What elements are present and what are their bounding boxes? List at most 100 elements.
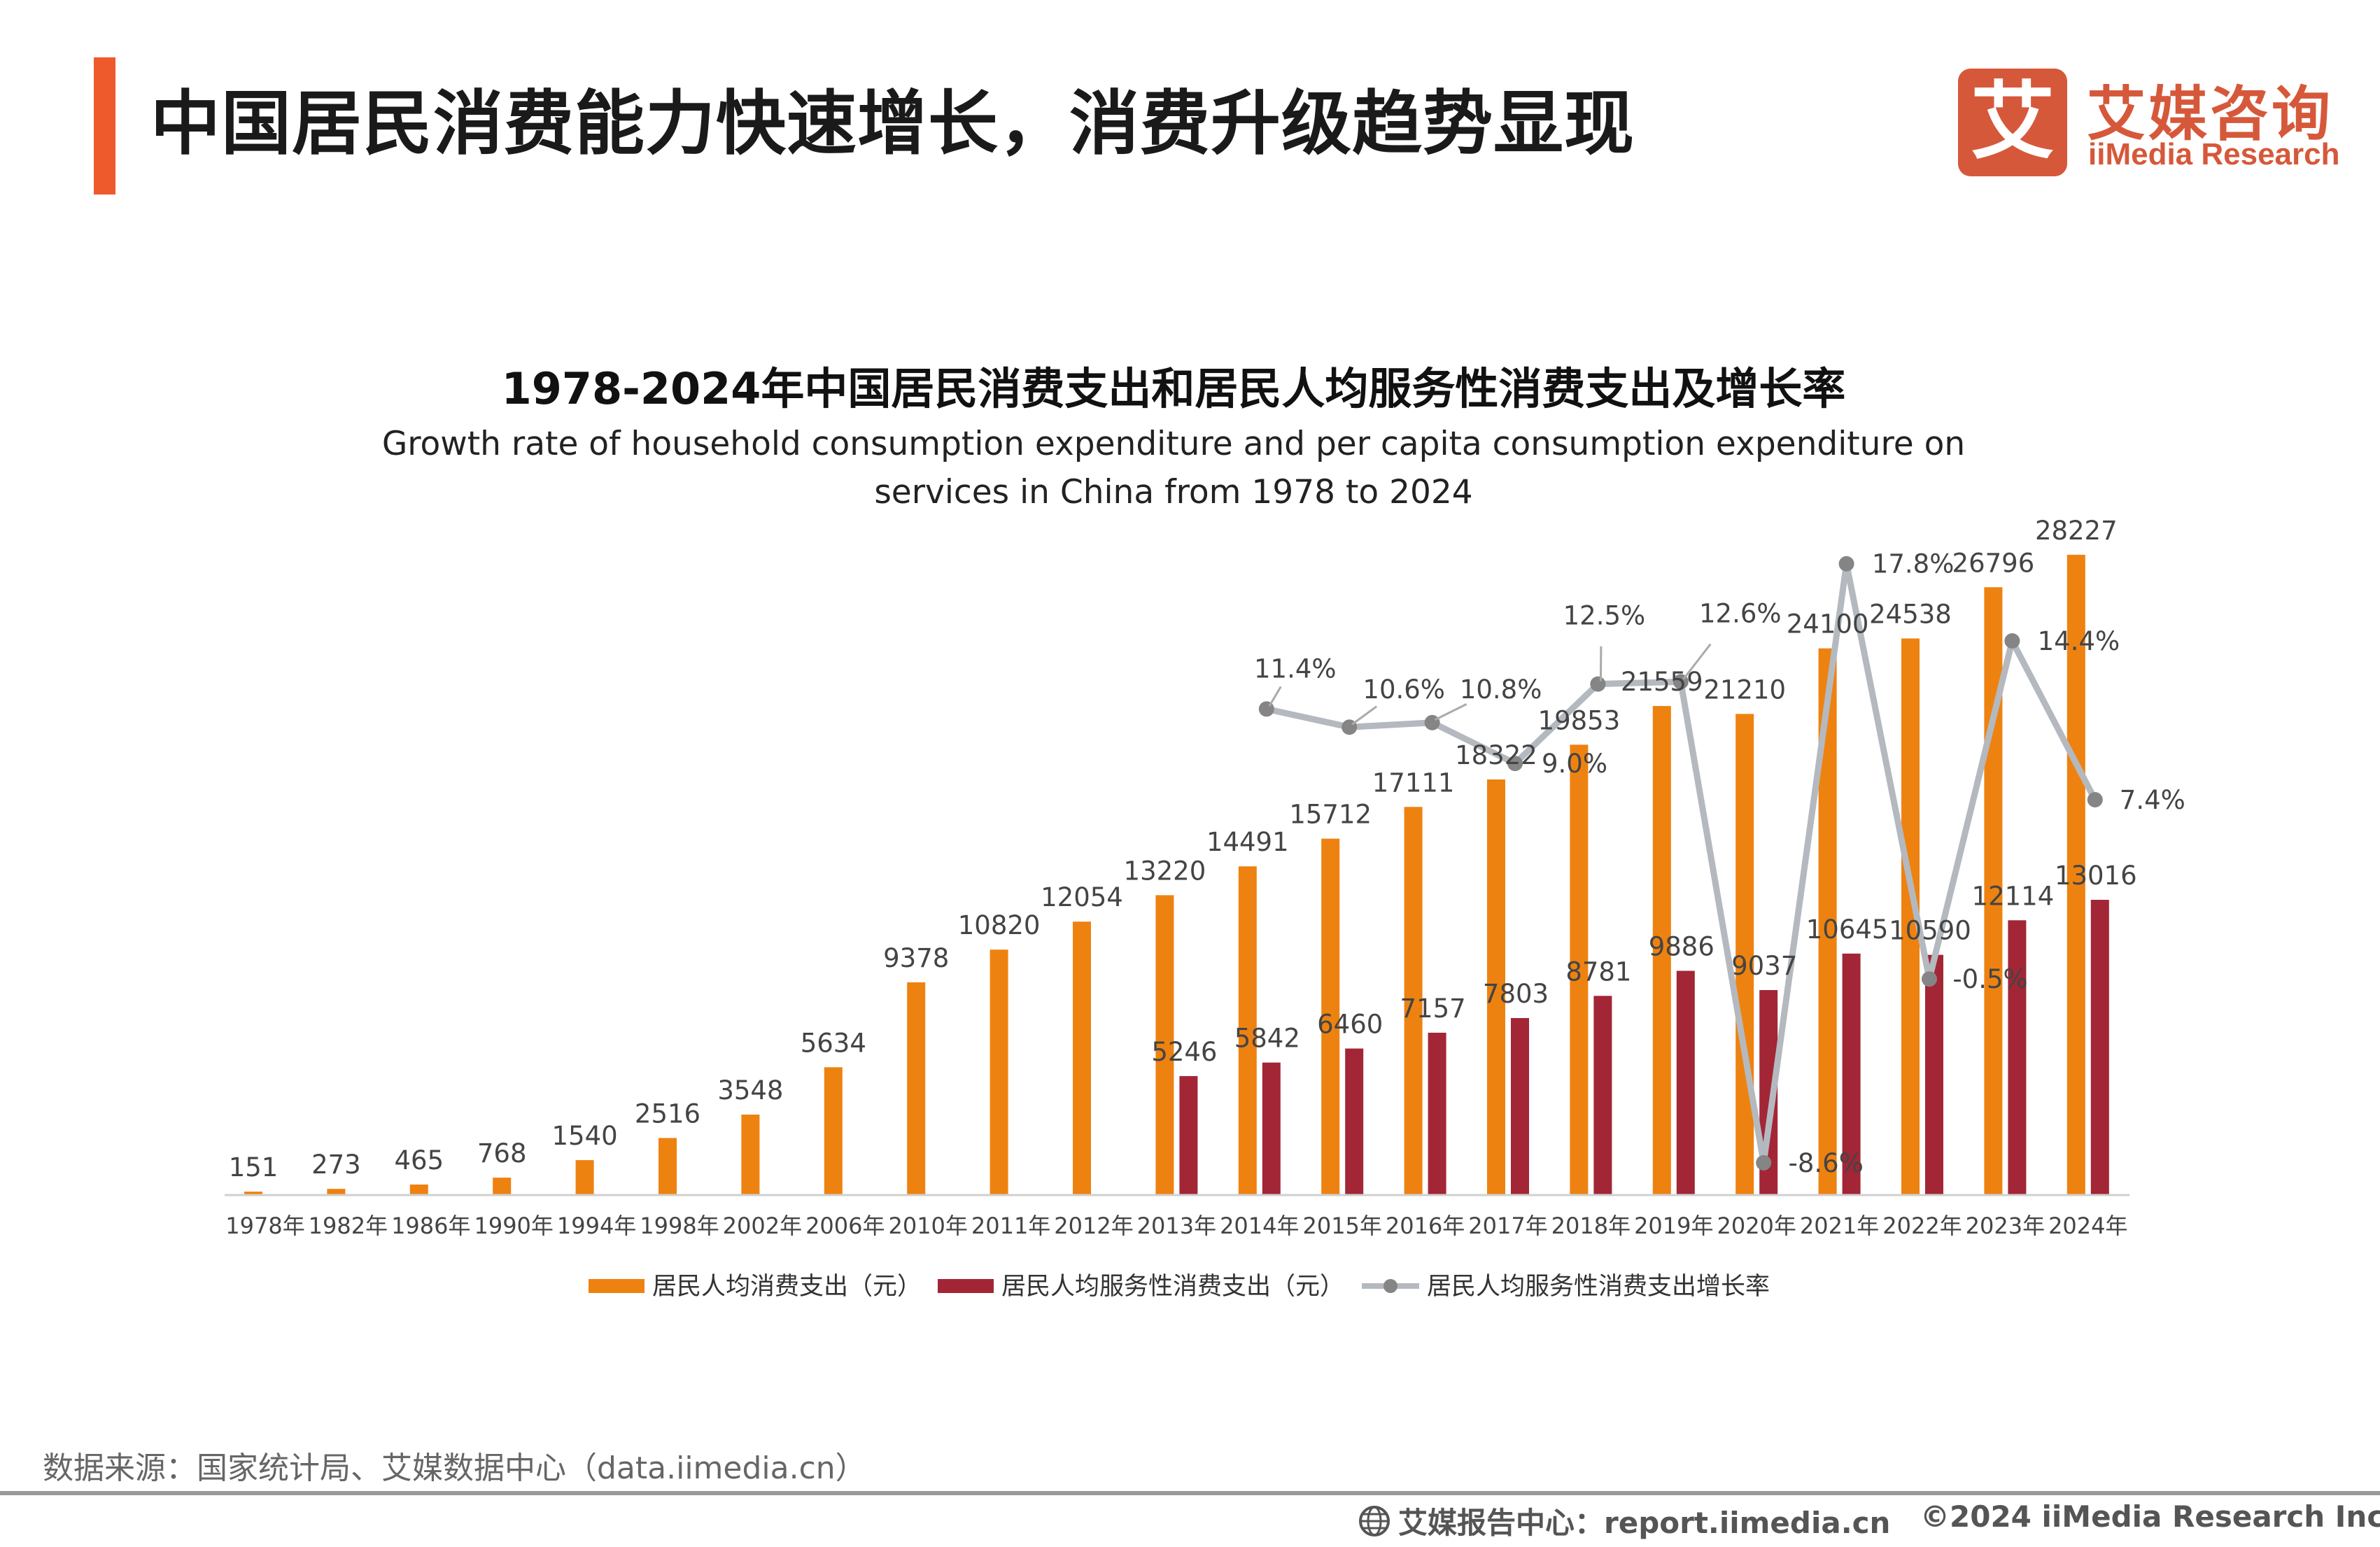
growth-marker xyxy=(2087,792,2103,808)
data-label-consumption: 19853 xyxy=(1538,705,1621,735)
growth-marker xyxy=(1424,714,1440,730)
iimedia-logo: 艾 艾媒咨询 iiMedia Research xyxy=(1958,67,2350,179)
data-label-consumption: 3548 xyxy=(717,1075,783,1105)
bar-services xyxy=(1511,1018,1529,1195)
bar-consumption xyxy=(244,1192,262,1195)
bar-consumption xyxy=(1404,807,1423,1195)
legend-swatch-consumption xyxy=(589,1279,645,1293)
legend-swatch-growth-marker xyxy=(1383,1279,1397,1293)
x-tick-label: 2023年 xyxy=(1966,1213,2045,1239)
bar-consumption xyxy=(1652,706,1671,1195)
data-label-services: 7157 xyxy=(1400,994,1466,1024)
growth-leader-line xyxy=(1351,705,1378,726)
data-label-consumption: 10820 xyxy=(958,910,1041,940)
data-label-consumption: 1540 xyxy=(552,1121,618,1151)
chart-subtitle-line-1: Growth rate of household consumption exp… xyxy=(382,425,1965,463)
globe-icon xyxy=(1359,1505,1390,1537)
data-label-consumption: 24100 xyxy=(1787,609,1869,640)
data-label-growth: 10.8% xyxy=(1460,674,1542,705)
data-label-growth: 11.4% xyxy=(1254,654,1337,684)
x-tick-label: 2002年 xyxy=(723,1213,802,1239)
logo-name-en: iiMedia Research xyxy=(2088,137,2340,171)
bar-consumption xyxy=(1570,744,1589,1195)
data-label-growth: 12.6% xyxy=(1699,598,1782,628)
bar-consumption xyxy=(409,1184,428,1195)
growth-leader-line xyxy=(1268,686,1282,707)
data-label-consumption: 5634 xyxy=(801,1028,866,1058)
data-label-consumption: 273 xyxy=(311,1150,361,1180)
bar-services xyxy=(1345,1048,1364,1195)
report-center-link[interactable]: 艾媒报告中心：report.iimedia.cn xyxy=(1398,1506,1891,1540)
copyright: ©2024 iiMedia Research Inc xyxy=(1920,1499,2380,1534)
growth-marker xyxy=(2004,633,2020,649)
x-tick-label: 2017年 xyxy=(1468,1213,1547,1239)
bar-consumption xyxy=(327,1189,346,1195)
x-tick-label: 2020年 xyxy=(1717,1213,1796,1239)
data-label-growth: 14.4% xyxy=(2038,626,2120,656)
bar-consumption xyxy=(990,949,1008,1195)
growth-line xyxy=(1258,556,2103,1171)
data-label-consumption: 9378 xyxy=(883,943,949,973)
x-tick-label: 2015年 xyxy=(1302,1213,1381,1239)
bar-services xyxy=(2008,920,2027,1195)
x-tick-label: 2024年 xyxy=(2048,1213,2127,1239)
data-label-services: 9037 xyxy=(1731,951,1797,981)
data-label-growth: 10.6% xyxy=(1362,674,1445,705)
x-tick-label: 2010年 xyxy=(888,1213,967,1239)
x-tick-label: 1982年 xyxy=(309,1213,388,1239)
data-label-growth: 7.4% xyxy=(2120,785,2185,815)
data-label-consumption: 21210 xyxy=(1703,674,1786,705)
data-label-consumption: 17111 xyxy=(1372,768,1455,798)
data-label-consumption: 12054 xyxy=(1041,882,1123,912)
growth-marker xyxy=(1922,971,1937,987)
data-label-services: 12114 xyxy=(1972,881,2055,911)
data-label-consumption: 21559 xyxy=(1621,667,1703,697)
bar-services xyxy=(1925,954,1943,1195)
x-tick-label: 2018年 xyxy=(1551,1213,1631,1239)
x-tick-label: 2022年 xyxy=(1882,1213,1962,1239)
bar-consumption xyxy=(1238,866,1257,1195)
x-tick-labels: 1978年 1982年 1986年 1990年 1994年 1998年 2002年 2006年… xyxy=(225,1213,2127,1239)
data-label-services: 5842 xyxy=(1234,1024,1300,1054)
growth-marker xyxy=(1756,1154,1772,1171)
growth-leader-line xyxy=(1599,646,1603,681)
bar-services xyxy=(1262,1062,1281,1195)
x-tick-label: 2012年 xyxy=(1054,1213,1133,1239)
legend-swatch-services xyxy=(938,1279,994,1293)
data-label-consumption: 151 xyxy=(229,1152,279,1182)
growth-marker xyxy=(1590,676,1606,692)
bar-consumption xyxy=(907,982,926,1195)
bar-consumption xyxy=(824,1067,843,1195)
logo-mark-icon: 艾 xyxy=(1958,69,2067,176)
title-accent-bar xyxy=(94,57,115,195)
data-label-consumption: 15712 xyxy=(1289,800,1372,830)
growth-marker xyxy=(1507,756,1523,772)
data-label-consumption: 14491 xyxy=(1206,827,1289,857)
page-title: 中国居民消费能力快速增长，消费升级趋势显现 xyxy=(150,83,1635,164)
data-label-growth: 9.0% xyxy=(1542,749,1607,779)
bar-consumption xyxy=(1735,714,1754,1195)
x-tick-label: 2006年 xyxy=(805,1213,885,1239)
logo-name-cn: 艾媒咨询 xyxy=(2087,80,2334,148)
data-source: 数据来源：国家统计局、艾媒数据中心（data.iimedia.cn） xyxy=(43,1450,866,1486)
data-label-growth: -8.6% xyxy=(1789,1148,1864,1178)
bar-marks xyxy=(244,554,2109,1195)
bar-services xyxy=(2090,900,2109,1195)
data-label-consumption: 768 xyxy=(477,1138,527,1168)
bar-consumption xyxy=(493,1178,512,1195)
data-label-services: 10645 xyxy=(1806,914,1889,945)
legend-label-growth: 居民人均服务性消费支出增长率 xyxy=(1427,1273,1770,1301)
growth-leader-line xyxy=(1434,703,1467,721)
legend-label-consumption: 居民人均消费支出（元） xyxy=(652,1273,922,1301)
data-label-consumption: 13220 xyxy=(1124,856,1206,886)
data-label-consumption: 465 xyxy=(394,1145,444,1175)
report-center: 艾媒报告中心：report.iimedia.cn xyxy=(1358,1499,1890,1542)
data-label-services: 8781 xyxy=(1565,956,1631,987)
growth-marker xyxy=(1838,556,1854,572)
data-label-growth: 12.5% xyxy=(1563,601,1646,631)
x-tick-label: 1998年 xyxy=(640,1213,719,1239)
data-label-consumption: 2516 xyxy=(635,1099,700,1129)
data-label-growth: -0.5% xyxy=(1952,964,2027,994)
